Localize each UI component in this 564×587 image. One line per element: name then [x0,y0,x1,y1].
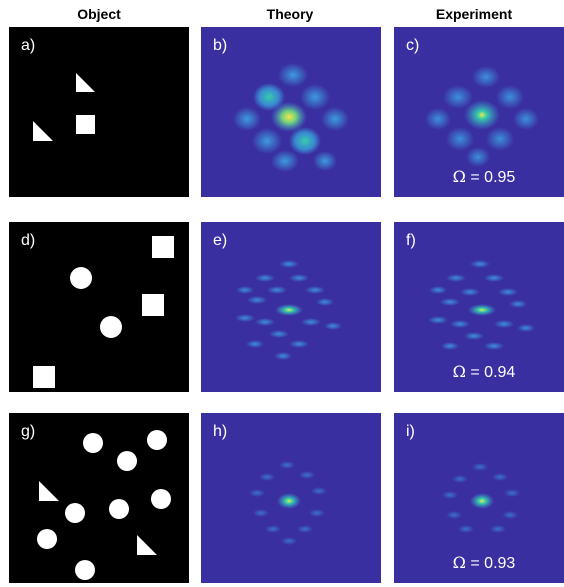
object-panel-a: a) [9,27,189,197]
theory-panel-b: b) [201,27,381,197]
diffraction-pattern-c [394,27,564,197]
panel-label-d: d) [21,232,36,249]
theory-panel-e: e) [201,222,381,392]
panel-label-a: a) [21,37,36,54]
panel-label-h: h) [213,423,228,440]
object-panel-d: d) [9,222,189,392]
omega-symbol: Ω [452,362,466,381]
panel-label-f: f) [406,232,416,249]
object-column-header: Object [77,6,121,22]
experiment-panel-f: f) Ω = 0.94 [394,222,564,392]
experiment-panel-c: c) Ω = 0.95 [394,27,564,197]
diffraction-pattern-i [394,413,564,583]
experiment-column-header: Experiment [435,6,513,22]
panel-label-g: g) [21,423,36,440]
omega-symbol: Ω [452,167,466,186]
panel-label-c: c) [406,37,420,54]
panel-label-e: e) [213,232,228,249]
overlap-value-f: Ω = 0.94 [394,362,564,382]
omega-symbol: Ω [452,553,466,572]
panel-label-b: b) [213,37,228,54]
theory-panel-h: h) [201,413,381,583]
diffraction-pattern-f [394,222,564,392]
experiment-panel-i: i) Ω = 0.93 [394,413,564,583]
omega-value: = 0.95 [470,169,516,186]
object-shapes-g [9,413,189,583]
object-panel-g: g) [9,413,189,583]
overlap-value-i: Ω = 0.93 [394,553,564,573]
omega-value: = 0.93 [470,555,516,572]
panel-label-i: i) [406,423,415,440]
diffraction-pattern-h [201,413,381,583]
object-shapes-a [9,27,189,197]
theory-column-header: Theory [266,6,314,22]
diffraction-pattern-b [201,27,381,197]
overlap-value-c: Ω = 0.95 [394,167,564,187]
diffraction-pattern-e [201,222,381,392]
omega-value: = 0.94 [470,364,516,381]
object-shapes-d [9,222,189,392]
